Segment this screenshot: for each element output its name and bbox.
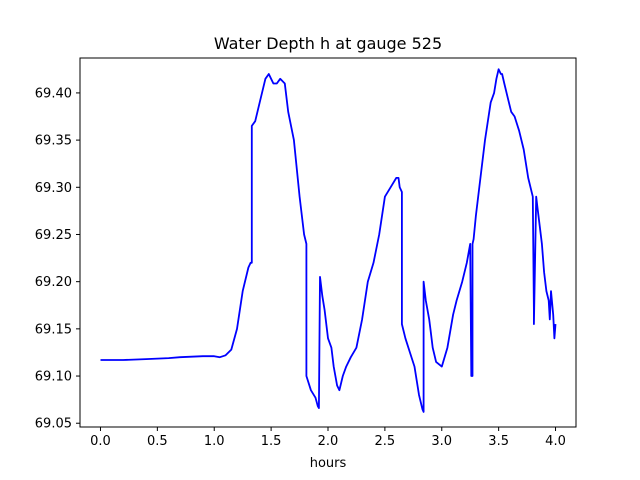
x-tick-label: 0.5: [147, 434, 168, 449]
x-tick-label: 4.0: [545, 434, 566, 449]
x-tick-label: 1.0: [204, 434, 225, 449]
y-tick-label: 69.25: [35, 228, 72, 243]
x-tick-label: 0.0: [90, 434, 111, 449]
y-tick-label: 69.05: [35, 417, 72, 432]
y-tick-label: 69.40: [35, 86, 72, 101]
x-axis: 0.0 0.5 1.0 1.5 2.0 2.5 3.0 3.5 4.0: [90, 427, 566, 449]
x-axis-label: hours: [310, 456, 347, 471]
y-tick-label: 69.20: [35, 275, 72, 290]
y-tick-label: 69.35: [35, 134, 72, 149]
y-tick-label: 69.10: [35, 370, 72, 385]
plot-area: [79, 57, 577, 428]
x-tick-label: 1.5: [261, 434, 282, 449]
y-tick-label: 69.30: [35, 181, 72, 196]
x-tick-label: 2.0: [318, 434, 339, 449]
x-tick-label: 3.0: [431, 434, 452, 449]
chart-title: Water Depth h at gauge 525: [214, 34, 442, 53]
y-axis: 69.05 69.10 69.15 69.20 69.25 69.30 69.35 69.40: [35, 86, 80, 432]
x-tick-label: 2.5: [375, 434, 396, 449]
x-tick-label: 3.5: [488, 434, 509, 449]
y-tick-label: 69.15: [35, 322, 72, 337]
series-line: [100, 68, 557, 413]
